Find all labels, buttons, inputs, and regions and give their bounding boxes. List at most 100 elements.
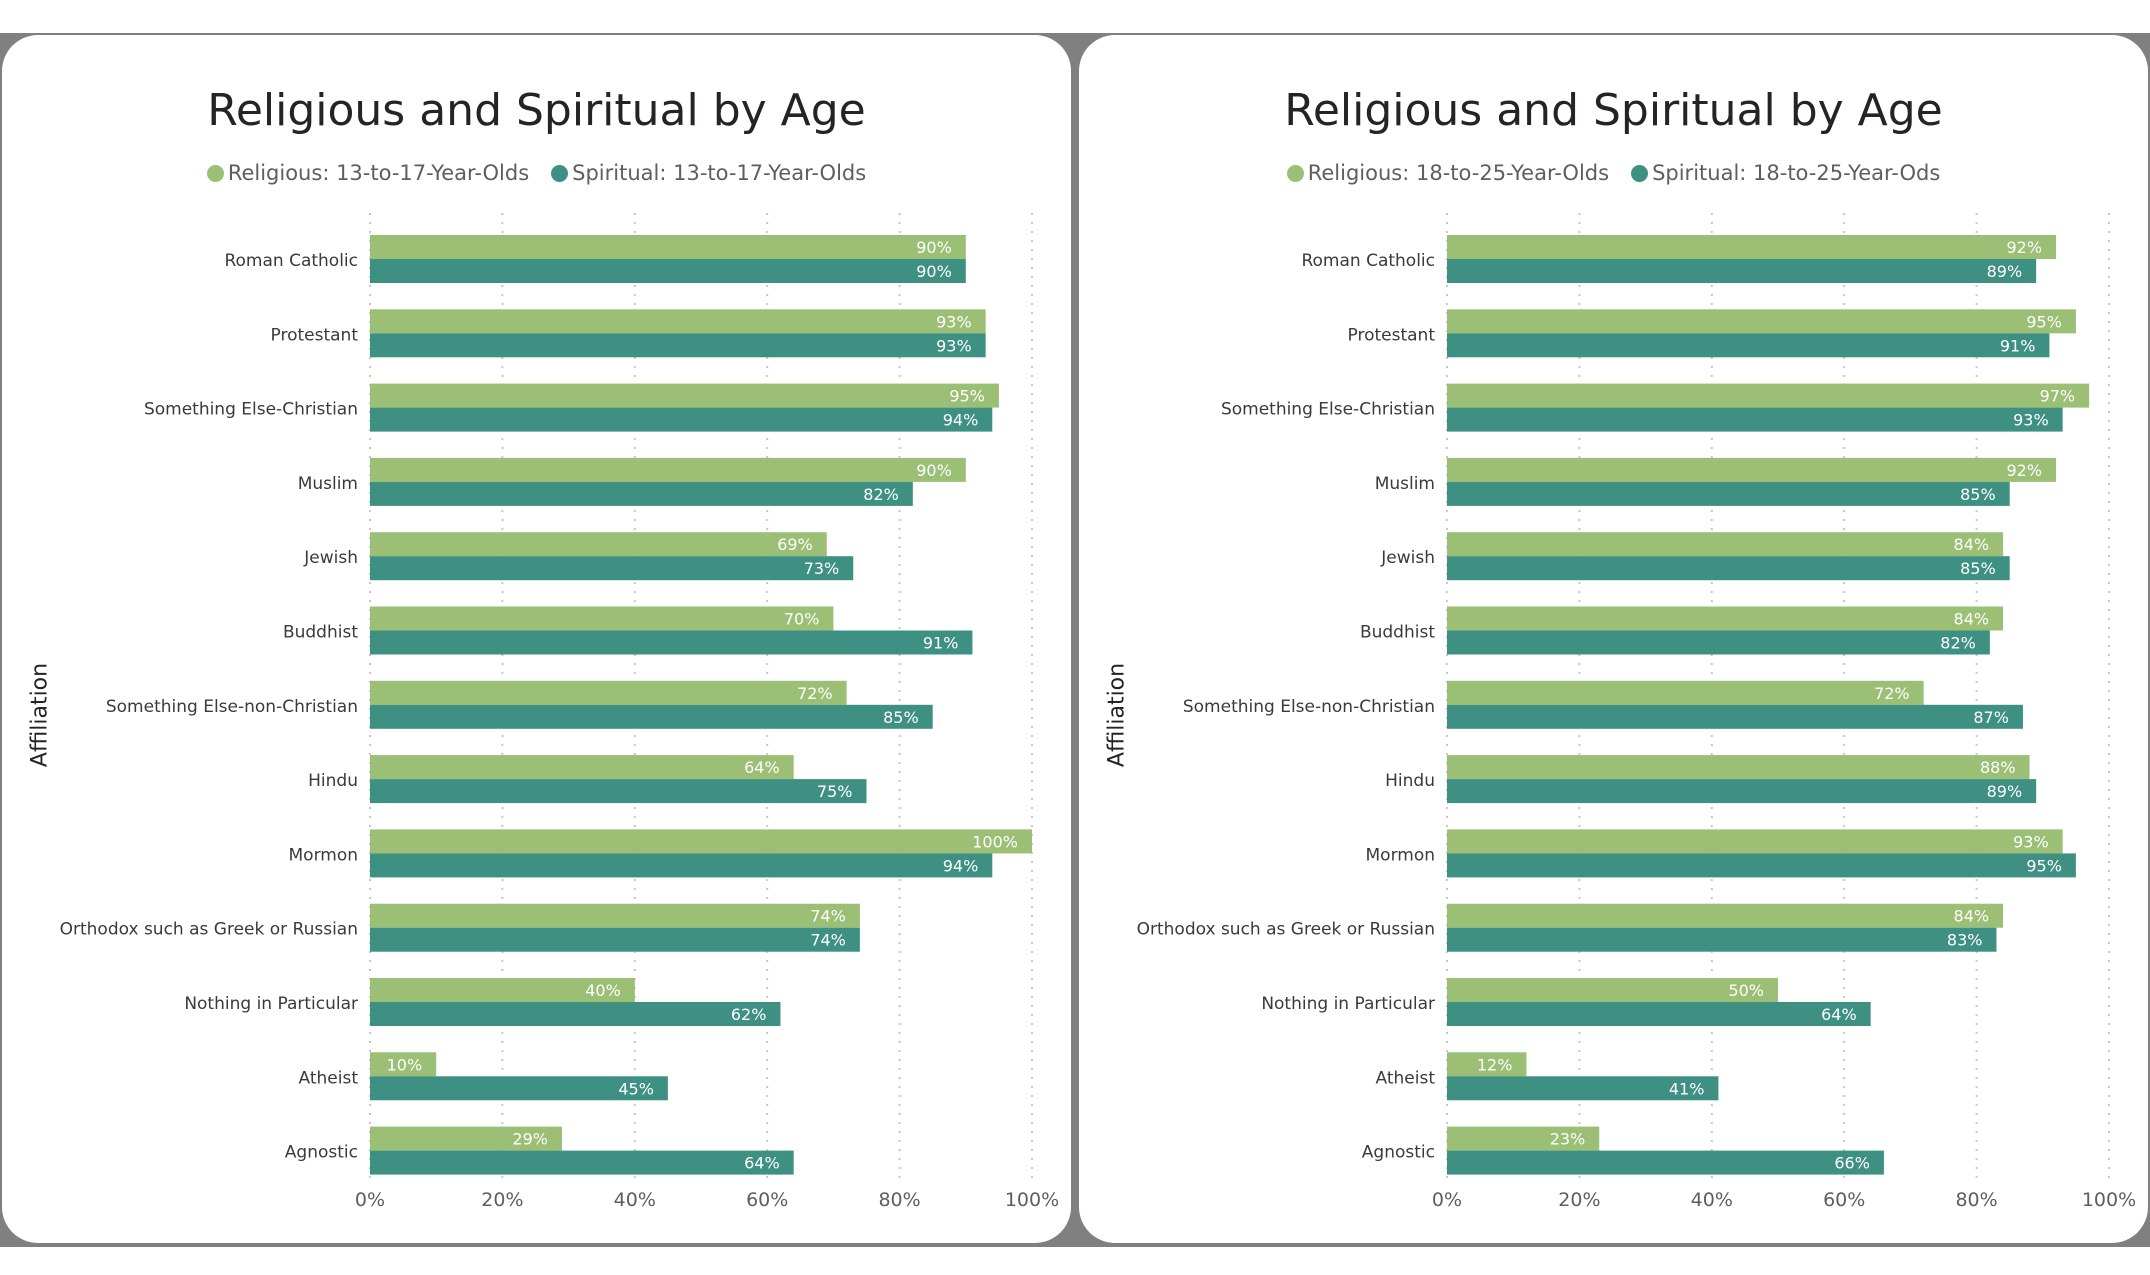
legend-dot-icon xyxy=(551,164,569,182)
category-label: Mormon xyxy=(289,845,359,865)
category-label: Roman Catholic xyxy=(1301,251,1435,271)
bar-religious[interactable] xyxy=(370,1052,437,1077)
bar-religious[interactable] xyxy=(370,903,860,928)
data-label: 84% xyxy=(1954,907,1990,926)
data-label: 84% xyxy=(1954,535,1990,554)
data-label: 40% xyxy=(585,981,621,1000)
bar-spiritual[interactable] xyxy=(1447,1076,1719,1101)
category-label: Jewish xyxy=(1380,548,1435,568)
category-label: Agnostic xyxy=(285,1143,358,1163)
bar-religious[interactable] xyxy=(1447,606,2004,631)
x-tick-label: 80% xyxy=(1955,1189,1997,1211)
chart-plot-13-to-17: 0% 20% 40% 60% 80% 100% Roman Catholic 90% 90% Pr… xyxy=(60,213,1059,1211)
x-tick-label: 20% xyxy=(1558,1189,1600,1211)
category-label: Jewish xyxy=(303,548,358,568)
data-label: 64% xyxy=(1821,1005,1857,1024)
data-label: 88% xyxy=(1980,758,2016,777)
bar-spiritual[interactable] xyxy=(370,779,867,804)
data-label: 66% xyxy=(1834,1154,1870,1173)
bar-spiritual[interactable] xyxy=(1447,704,2023,729)
bar-religious[interactable] xyxy=(1447,903,2004,928)
legend-item-spiritual[interactable]: Spiritual: 18-to-25-Year-Ods xyxy=(1631,161,1940,185)
bar-spiritual[interactable] xyxy=(1447,779,2037,804)
bar-religious[interactable] xyxy=(370,978,635,1002)
data-label: 62% xyxy=(731,1005,767,1024)
bar-spiritual[interactable] xyxy=(1447,407,2063,432)
bar-religious[interactable] xyxy=(370,680,847,705)
legend-item-spiritual[interactable]: Spiritual: 13-to-17-Year-Olds xyxy=(551,161,866,185)
bar-spiritual[interactable] xyxy=(1447,630,1990,655)
data-label: 72% xyxy=(797,684,833,703)
bar-religious[interactable] xyxy=(370,309,986,334)
bar-spiritual[interactable] xyxy=(1447,556,2010,581)
bar-spiritual[interactable] xyxy=(370,927,860,952)
data-label: 75% xyxy=(817,782,853,801)
data-label: 95% xyxy=(949,387,985,406)
legend-item-religious[interactable]: Religious: 18-to-25-Year-Olds xyxy=(1286,161,1609,185)
category-label: Protestant xyxy=(1348,325,1436,345)
data-label: 64% xyxy=(744,1154,780,1173)
bar-spiritual[interactable] xyxy=(1447,333,2050,358)
legend-item-religious[interactable]: Religious: 13-to-17-Year-Olds xyxy=(206,161,529,185)
data-label: 92% xyxy=(2006,461,2042,480)
bar-spiritual[interactable] xyxy=(370,481,913,506)
bar-spiritual[interactable] xyxy=(1447,1002,1871,1026)
bar-religious[interactable] xyxy=(1447,383,2090,408)
data-label: 93% xyxy=(936,312,972,331)
bar-religious[interactable] xyxy=(1447,755,2030,780)
data-label: 90% xyxy=(916,238,952,257)
bar-spiritual[interactable] xyxy=(1447,853,2076,878)
data-label: 64% xyxy=(744,758,780,777)
bar-religious[interactable] xyxy=(370,457,966,482)
data-label: 91% xyxy=(2000,336,2036,355)
bar-religious[interactable] xyxy=(1447,457,2057,482)
bar-spiritual[interactable] xyxy=(1447,481,2010,506)
bar-spiritual[interactable] xyxy=(1447,927,1997,952)
x-tick-label: 100% xyxy=(2082,1189,2136,1211)
bar-religious[interactable] xyxy=(1447,235,2057,259)
bar-spiritual[interactable] xyxy=(1447,259,2037,283)
bar-spiritual[interactable] xyxy=(370,630,973,655)
category-label: Mormon xyxy=(1366,845,1436,865)
bar-spiritual[interactable] xyxy=(370,853,993,878)
bar-religious[interactable] xyxy=(370,383,999,408)
data-label: 85% xyxy=(1960,485,1996,504)
bar-religious[interactable] xyxy=(1447,532,2004,557)
bar-religious[interactable] xyxy=(1447,680,1924,705)
bar-spiritual[interactable] xyxy=(370,333,986,358)
bar-spiritual[interactable] xyxy=(1447,1150,1884,1175)
bar-religious[interactable] xyxy=(1447,829,2063,854)
x-tick-label: 40% xyxy=(614,1189,656,1211)
y-axis-title: Affiliation xyxy=(27,662,53,768)
x-tick-label: 20% xyxy=(481,1189,523,1211)
legend-label: Spiritual: 13-to-17-Year-Olds xyxy=(572,161,867,185)
bar-religious[interactable] xyxy=(1447,1126,1600,1151)
bar-spiritual[interactable] xyxy=(370,704,933,729)
category-label: Muslim xyxy=(298,474,358,494)
category-label: Atheist xyxy=(1376,1068,1436,1088)
bar-religious[interactable] xyxy=(370,606,834,631)
bar-spiritual[interactable] xyxy=(370,1002,781,1026)
bar-religious[interactable] xyxy=(1447,978,1778,1002)
legend-label: Spiritual: 18-to-25-Year-Ods xyxy=(1652,161,1941,185)
data-label: 85% xyxy=(883,708,919,727)
bar-religious[interactable] xyxy=(370,235,966,259)
bar-spiritual[interactable] xyxy=(370,407,993,432)
data-label: 100% xyxy=(972,832,1018,851)
bar-religious[interactable] xyxy=(370,1126,562,1151)
bar-religious[interactable] xyxy=(1447,1052,1527,1077)
bar-religious[interactable] xyxy=(370,829,1032,854)
bar-religious[interactable] xyxy=(370,532,827,557)
bar-spiritual[interactable] xyxy=(370,556,854,581)
bar-spiritual[interactable] xyxy=(370,1076,668,1101)
bar-spiritual[interactable] xyxy=(370,259,966,283)
bar-religious[interactable] xyxy=(1447,309,2076,334)
category-label: Something Else-Christian xyxy=(1221,400,1435,420)
bar-spiritual[interactable] xyxy=(370,1150,794,1175)
x-tick-label: 0% xyxy=(1432,1189,1462,1211)
chart-legend: Religious: 13-to-17-Year-Olds Spiritual:… xyxy=(2,161,1071,185)
x-tick-label: 0% xyxy=(355,1189,385,1211)
chart-panel-18-to-25: 0% 20% 40% 60% 80% 100% Roman Catholic 92% 89% Pr… xyxy=(1079,35,2148,1243)
data-label: 41% xyxy=(1669,1079,1705,1098)
bar-religious[interactable] xyxy=(370,755,794,780)
